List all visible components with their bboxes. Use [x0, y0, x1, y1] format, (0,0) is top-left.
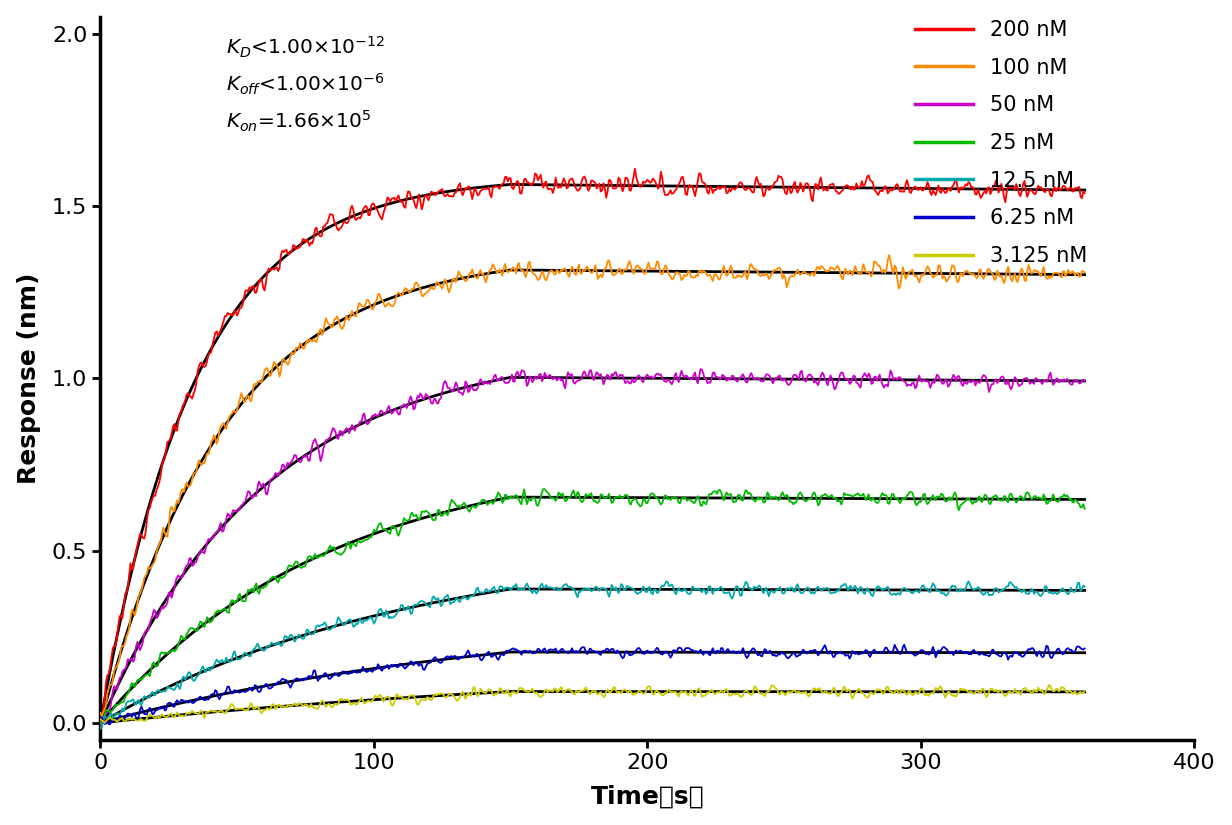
Y-axis label: Response (nm): Response (nm)	[17, 272, 41, 484]
Legend: 200 nM, 100 nM, 50 nM, 25 nM, 12.5 nM, 6.25 nM, 3.125 nM: 200 nM, 100 nM, 50 nM, 25 nM, 12.5 nM, 6…	[914, 20, 1087, 266]
X-axis label: Time（s）: Time（s）	[590, 785, 703, 808]
Text: $K_D$<1.00×10$^{-12}$
$K_{off}$<1.00×10$^{-6}$
$K_{on}$=1.66×10$^{5}$: $K_D$<1.00×10$^{-12}$ $K_{off}$<1.00×10$…	[227, 35, 386, 134]
